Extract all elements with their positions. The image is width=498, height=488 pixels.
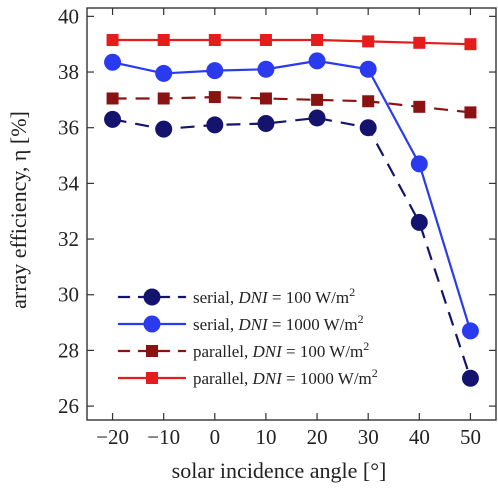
y-tick-label: 38 xyxy=(58,60,79,84)
data-point xyxy=(104,110,122,128)
x-tick-label: 30 xyxy=(358,425,379,449)
data-point xyxy=(464,38,477,51)
series-line xyxy=(112,38,471,46)
data-point xyxy=(308,109,326,127)
data-point xyxy=(206,62,224,80)
legend-label: parallel, DNI = 1000 W/m2 xyxy=(193,366,378,388)
data-point xyxy=(208,91,221,104)
data-point xyxy=(155,64,173,82)
legend-marker xyxy=(143,288,161,306)
y-tick-label: 30 xyxy=(58,283,79,307)
x-tick-label: 0 xyxy=(210,425,221,449)
series-3 xyxy=(106,34,477,51)
series-line xyxy=(112,95,471,114)
data-point xyxy=(259,92,272,105)
data-point xyxy=(464,106,477,119)
data-point xyxy=(410,213,428,231)
y-tick-label: 36 xyxy=(58,116,79,140)
x-tick-label: 50 xyxy=(460,425,481,449)
data-point xyxy=(155,120,173,138)
data-point xyxy=(308,52,326,70)
legend-entry: parallel, DNI = 100 W/m2 xyxy=(118,339,369,361)
legend-marker xyxy=(146,345,158,357)
y-tick-label: 26 xyxy=(58,394,79,418)
data-point xyxy=(410,155,428,173)
plot-frame xyxy=(86,7,497,421)
data-point xyxy=(206,116,224,134)
x-tick-label: 40 xyxy=(409,425,430,449)
data-point xyxy=(461,322,479,340)
data-point xyxy=(257,60,275,78)
legend-label: serial, DNI = 100 W/m2 xyxy=(193,285,355,307)
data-point xyxy=(359,60,377,78)
legend-entry: serial, DNI = 100 W/m2 xyxy=(118,285,355,307)
series-line xyxy=(112,59,472,332)
legend-label: serial, DNI = 1000 W/m2 xyxy=(193,312,364,334)
x-tick-label: 10 xyxy=(255,425,276,449)
data-point xyxy=(311,34,324,47)
data-point xyxy=(359,119,377,137)
series-2 xyxy=(106,91,477,119)
legend-marker xyxy=(143,315,161,333)
y-axis-label: array efficiency, η [%] xyxy=(6,111,31,309)
legend-entry: parallel, DNI = 1000 W/m2 xyxy=(118,366,378,388)
data-point xyxy=(461,369,479,387)
x-tick-label: −20 xyxy=(96,425,129,449)
x-tick-label: −10 xyxy=(147,425,180,449)
y-tick-label: 32 xyxy=(58,227,79,251)
data-point xyxy=(257,115,275,133)
y-tick-label: 28 xyxy=(58,338,79,362)
series-line xyxy=(112,116,472,379)
data-point xyxy=(157,92,170,105)
data-point xyxy=(106,92,119,105)
y-tick-label: 40 xyxy=(58,4,79,28)
legend-marker xyxy=(146,372,158,384)
data-point xyxy=(413,36,426,49)
legend-label: parallel, DNI = 100 W/m2 xyxy=(193,339,369,361)
data-point xyxy=(362,35,375,48)
data-point xyxy=(104,53,122,71)
data-point xyxy=(362,95,375,108)
data-point xyxy=(157,34,170,47)
data-point xyxy=(259,34,272,47)
data-point xyxy=(413,100,426,113)
x-axis-label: solar incidence angle [°] xyxy=(172,458,387,483)
series-0 xyxy=(104,109,479,387)
x-tick-label: 20 xyxy=(307,425,328,449)
data-point xyxy=(208,34,221,47)
data-point xyxy=(106,34,119,47)
data-point xyxy=(311,93,324,106)
y-tick-label: 34 xyxy=(58,171,80,195)
series-1 xyxy=(104,52,479,340)
legend-entry: serial, DNI = 1000 W/m2 xyxy=(118,312,364,334)
